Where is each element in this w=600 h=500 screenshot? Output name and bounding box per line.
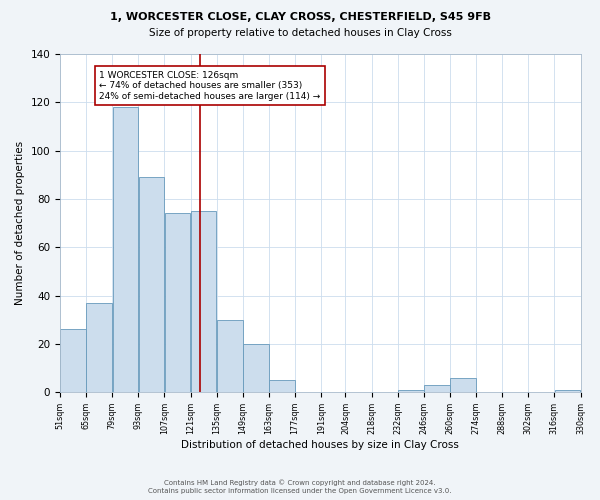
Bar [113, 107, 138, 392]
Bar [398, 390, 424, 392]
Text: Contains public sector information licensed under the Open Government Licence v3: Contains public sector information licen… [148, 488, 452, 494]
Bar [554, 390, 580, 392]
Bar [165, 214, 190, 392]
Bar [424, 385, 449, 392]
Text: 1 WORCESTER CLOSE: 126sqm
← 74% of detached houses are smaller (353)
24% of semi: 1 WORCESTER CLOSE: 126sqm ← 74% of detac… [99, 71, 320, 101]
Y-axis label: Number of detached properties: Number of detached properties [15, 141, 25, 305]
Bar [86, 303, 112, 392]
X-axis label: Distribution of detached houses by size in Clay Cross: Distribution of detached houses by size … [181, 440, 459, 450]
Bar [61, 330, 86, 392]
Text: Contains HM Land Registry data © Crown copyright and database right 2024.: Contains HM Land Registry data © Crown c… [164, 480, 436, 486]
Bar [269, 380, 295, 392]
Bar [139, 177, 164, 392]
Bar [217, 320, 242, 392]
Text: 1, WORCESTER CLOSE, CLAY CROSS, CHESTERFIELD, S45 9FB: 1, WORCESTER CLOSE, CLAY CROSS, CHESTERF… [110, 12, 491, 22]
Text: Size of property relative to detached houses in Clay Cross: Size of property relative to detached ho… [149, 28, 451, 38]
Bar [243, 344, 269, 392]
Bar [450, 378, 476, 392]
Bar [191, 211, 217, 392]
